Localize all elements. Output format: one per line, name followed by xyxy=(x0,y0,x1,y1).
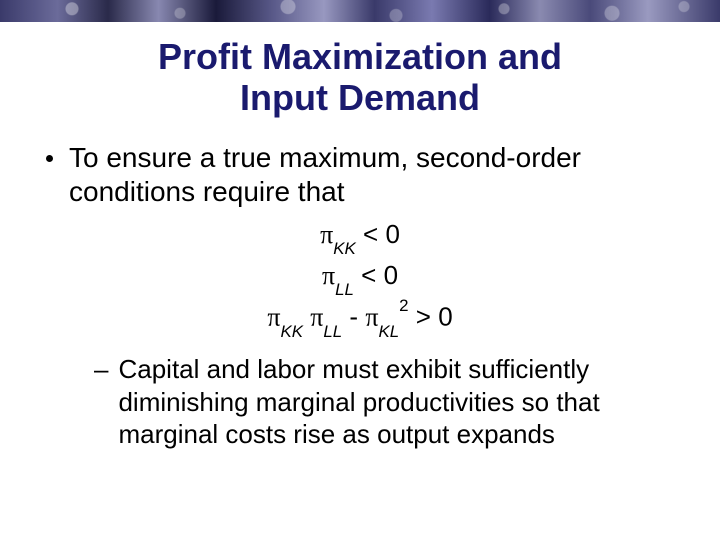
bullet-item: To ensure a true maximum, second-order c… xyxy=(40,141,680,209)
equation-block: πKK < 0 πLL < 0 πKK πLL - πKL2 > 0 xyxy=(40,219,680,337)
equation-3: πKK πLL - πKL2 > 0 xyxy=(40,301,680,337)
content-area: To ensure a true maximum, second-order c… xyxy=(0,119,720,451)
bullet-text: To ensure a true maximum, second-order c… xyxy=(69,141,680,209)
decorative-banner xyxy=(0,0,720,22)
equation-1: πKK < 0 xyxy=(40,219,680,254)
title-line-1: Profit Maximization and xyxy=(158,36,562,77)
title-line-2: Input Demand xyxy=(240,77,480,118)
bullet-dot-icon xyxy=(46,155,53,162)
slide-title: Profit Maximization and Input Demand xyxy=(0,36,720,119)
sub-bullet-text: Capital and labor must exhibit sufficien… xyxy=(118,353,680,451)
equation-2: πLL < 0 xyxy=(40,260,680,295)
sub-bullet-item: – Capital and labor must exhibit suffici… xyxy=(40,353,680,451)
dash-icon: – xyxy=(94,353,108,386)
